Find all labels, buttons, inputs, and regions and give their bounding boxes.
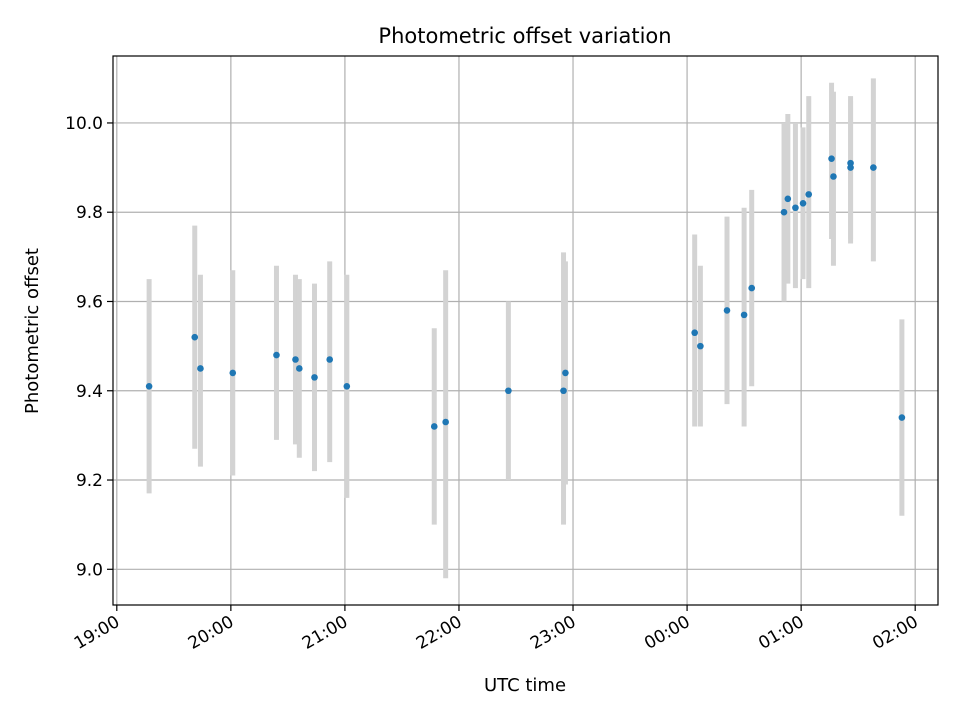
data-point [740,311,748,319]
data-point [792,204,799,212]
data-point [197,365,204,372]
data-point [505,387,512,395]
chart-title: Photometric offset variation [378,24,671,48]
data-point [442,418,449,426]
data-point [292,356,299,363]
data-point [805,191,813,198]
data-point [343,382,351,390]
data-point [295,365,303,372]
data-point [780,208,788,216]
data-point [191,333,199,341]
y-tick-label: 9.6 [76,292,103,312]
grid [113,56,938,605]
y-tick-label: 9.0 [76,560,103,580]
y-tick-label: 9.4 [76,382,103,402]
data-point [273,351,280,359]
data-point [560,387,567,395]
y-tick-label: 9.8 [76,203,103,223]
y-axis-title: Photometric offset [22,248,43,414]
data-point [799,199,807,207]
data-point [430,423,438,430]
data-point [145,382,153,390]
data-point [326,356,334,363]
data-points [145,155,906,430]
plot-frame [112,55,939,606]
data-point [784,195,792,203]
data-point [229,369,237,377]
data-point [562,369,569,377]
data-point [898,414,906,421]
x-axis-title: UTC time [484,675,566,696]
data-point [697,342,704,350]
data-point [847,164,854,171]
data-point [748,284,756,292]
y-tick-label: 10.0 [65,114,103,134]
data-point [828,155,835,162]
data-point [691,329,698,337]
data-point [723,307,731,314]
data-point [830,173,837,180]
y-axis: 9.0 9.2 9.4 9.6 9.8 10.0 [65,114,113,580]
data-point [311,374,318,381]
y-tick-label: 9.2 [76,471,103,491]
data-point [870,164,877,171]
